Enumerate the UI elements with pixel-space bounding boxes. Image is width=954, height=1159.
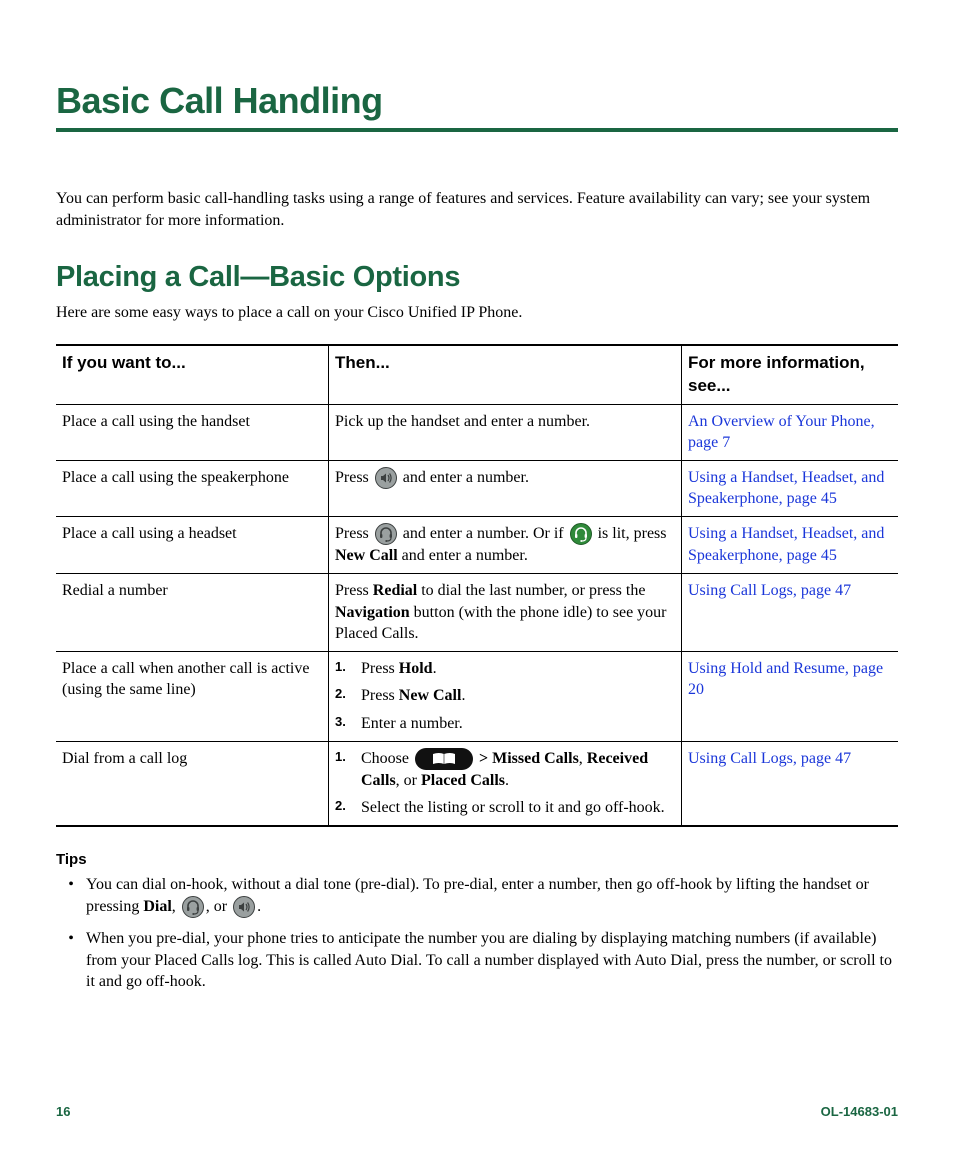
step: 1. Choose > Missed Calls, Received Calls… (335, 748, 673, 792)
cell-info: Using Call Logs, page 47 (682, 741, 899, 826)
text: Press (361, 660, 399, 677)
cell-then: 1. Choose > Missed Calls, Received Calls… (329, 741, 682, 826)
tip-item: • You can dial on-hook, without a dial t… (56, 874, 898, 918)
tips-heading: Tips (56, 851, 898, 868)
bold-text: Navigation (335, 604, 410, 621)
bullet: • (56, 928, 86, 950)
table-row: Place a call when another call is active… (56, 651, 898, 741)
bullet: • (56, 874, 86, 896)
text: and enter a number. (402, 547, 528, 564)
bold-text: Redial (373, 582, 417, 599)
cell-want: Dial from a call log (56, 741, 329, 826)
text: is lit, press (598, 525, 667, 542)
text: . (505, 772, 509, 789)
table-row: Redial a number Press Redial to dial the… (56, 573, 898, 651)
table-header-info: For more information, see... (682, 345, 899, 404)
section-heading: Placing a Call—Basic Options (56, 261, 898, 294)
step-number: 2. (335, 797, 361, 815)
table-row: Place a call using a headset Press and e… (56, 517, 898, 574)
xref-link[interactable]: Using a Handset, Headset, and Speakerpho… (688, 525, 884, 564)
step-number: 3. (335, 713, 361, 731)
cell-want: Redial a number (56, 573, 329, 651)
cell-info: Using Hold and Resume, page 20 (682, 651, 899, 741)
options-table: If you want to... Then... For more infor… (56, 344, 898, 827)
text: When you pre-dial, your phone tries to a… (86, 928, 898, 993)
section-intro: Here are some easy ways to place a call … (56, 302, 898, 324)
speaker-icon (375, 467, 397, 489)
tip-item: • When you pre-dial, your phone tries to… (56, 928, 898, 993)
text: Choose (361, 750, 413, 767)
step: 2. Press New Call. (335, 685, 673, 707)
cell-info: Using a Handset, Headset, and Speakerpho… (682, 460, 899, 516)
cell-want: Place a call when another call is active… (56, 651, 329, 741)
xref-link[interactable]: Using Hold and Resume, page 20 (688, 660, 883, 699)
intro-paragraph: You can perform basic call-handling task… (56, 188, 898, 231)
table-row: Place a call using the handset Pick up t… (56, 404, 898, 460)
text: Press (335, 469, 373, 486)
step: 3. Enter a number. (335, 713, 673, 735)
table-header-want: If you want to... (56, 345, 329, 404)
text: Press (335, 525, 373, 542)
page-number: 16 (56, 1104, 70, 1119)
table-row: Place a call using the speakerphone Pres… (56, 460, 898, 516)
bold-text: Dial (143, 898, 171, 915)
text: Press (335, 582, 373, 599)
text: . (433, 660, 437, 677)
text: , (172, 898, 180, 915)
text: . (461, 687, 465, 704)
cell-info: An Overview of Your Phone, page 7 (682, 404, 899, 460)
text: to dial the last number, or press the (421, 582, 645, 599)
speaker-icon (233, 896, 255, 918)
cell-then: 1. Press Hold. 2. Press New Call. (329, 651, 682, 741)
page-title: Basic Call Handling (56, 80, 898, 122)
bold-text: > Missed Calls (479, 750, 579, 767)
cell-want: Place a call using a headset (56, 517, 329, 574)
cell-want: Place a call using the handset (56, 404, 329, 460)
bold-text: New Call (335, 547, 398, 564)
bold-text: Hold (399, 660, 433, 677)
step-number: 2. (335, 685, 361, 703)
title-rule (56, 128, 898, 132)
bold-text: Placed Calls (421, 772, 505, 789)
text: , or (396, 772, 421, 789)
cell-then: Press and enter a number. Or if is lit, … (329, 517, 682, 574)
directories-book-icon (415, 748, 473, 770)
headset-icon (375, 523, 397, 545)
doc-number: OL-14683-01 (821, 1104, 898, 1119)
cell-want: Place a call using the speakerphone (56, 460, 329, 516)
bold-text: New Call (399, 687, 462, 704)
step-number: 1. (335, 658, 361, 676)
xref-link[interactable]: Using a Handset, Headset, and Speakerpho… (688, 469, 884, 508)
tips-list: • You can dial on-hook, without a dial t… (56, 874, 898, 993)
xref-link[interactable]: Using Call Logs, page 47 (688, 750, 851, 767)
cell-then: Press and enter a number. (329, 460, 682, 516)
headset-lit-icon (570, 523, 592, 545)
page-footer: 16 OL-14683-01 (56, 1104, 898, 1119)
text: and enter a number. Or if (403, 525, 568, 542)
text: and enter a number. (403, 469, 529, 486)
step: 2. Select the listing or scroll to it an… (335, 797, 673, 819)
step-number: 1. (335, 748, 361, 766)
table-header-then: Then... (329, 345, 682, 404)
text: Enter a number. (361, 713, 673, 735)
table-row: Dial from a call log 1. Choose > Missed … (56, 741, 898, 826)
text: , or (206, 898, 231, 915)
cell-then: Press Redial to dial the last number, or… (329, 573, 682, 651)
cell-then: Pick up the handset and enter a number. (329, 404, 682, 460)
text: , (579, 750, 587, 767)
cell-info: Using a Handset, Headset, and Speakerpho… (682, 517, 899, 574)
text: . (257, 898, 261, 915)
text: Select the listing or scroll to it and g… (361, 797, 673, 819)
step: 1. Press Hold. (335, 658, 673, 680)
text: Press (361, 687, 399, 704)
xref-link[interactable]: Using Call Logs, page 47 (688, 582, 851, 599)
headset-icon (182, 896, 204, 918)
cell-info: Using Call Logs, page 47 (682, 573, 899, 651)
xref-link[interactable]: An Overview of Your Phone, page 7 (688, 413, 875, 452)
